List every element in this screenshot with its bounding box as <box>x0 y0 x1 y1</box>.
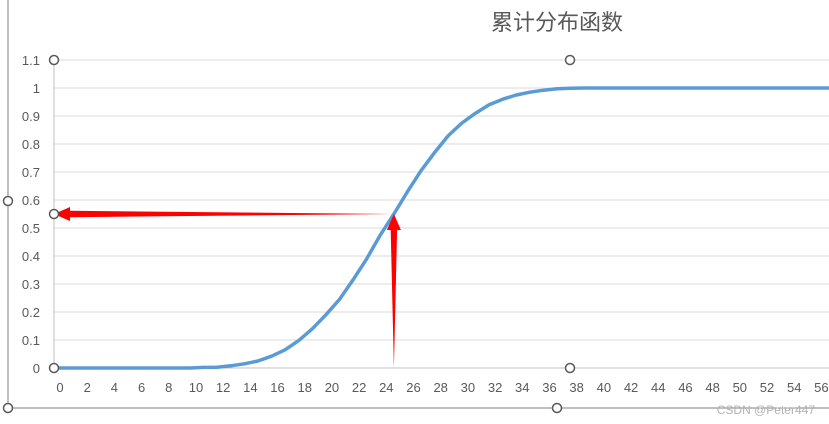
chart-title: 累计分布函数 <box>491 11 623 36</box>
resize-handle[interactable] <box>2 402 14 414</box>
resize-handle[interactable] <box>2 195 14 207</box>
y-tick-label: 0 <box>33 361 40 376</box>
cdf-series-line <box>52 86 829 370</box>
y-tick-label: 0.6 <box>22 193 40 208</box>
x-tick-label: 0 <box>56 380 63 395</box>
x-tick-label: 14 <box>243 380 257 395</box>
x-tick-label: 26 <box>406 380 420 395</box>
y-tick-label: 0.8 <box>22 137 40 152</box>
chart-frame <box>7 0 829 410</box>
x-tick-label: 2 <box>84 380 91 395</box>
y-tick-label: 0.7 <box>22 165 40 180</box>
x-tick-label: 12 <box>216 380 230 395</box>
red-arrow-vertical <box>386 214 401 368</box>
x-tick-label: 46 <box>678 380 692 395</box>
y-tick-label: 0.3 <box>22 277 40 292</box>
x-tick-label: 28 <box>433 380 447 395</box>
y-tick-label: 0.5 <box>22 221 40 236</box>
x-tick-label: 38 <box>569 380 583 395</box>
resize-handle[interactable] <box>48 362 60 374</box>
watermark: CSDN @Peter447 <box>717 403 816 417</box>
x-tick-label: 10 <box>189 380 203 395</box>
x-tick-labels: 0 2 4 6 8 10 12 14 16 18 20 22 24 26 28 30 32 34 36 38 40 42 4… <box>56 380 828 395</box>
x-tick-label: 30 <box>461 380 475 395</box>
x-tick-label: 18 <box>298 380 312 395</box>
y-tick-label: 0.2 <box>22 305 40 320</box>
x-tick-label: 42 <box>624 380 638 395</box>
x-tick-label: 16 <box>270 380 284 395</box>
y-tick-label: 1.1 <box>22 53 40 68</box>
x-tick-label: 24 <box>379 380 393 395</box>
arrow-annotations <box>54 207 401 368</box>
resize-handle[interactable] <box>564 362 576 374</box>
x-tick-label: 34 <box>515 380 529 395</box>
y-tick-labels: 0 0.1 0.2 0.3 0.4 0.5 0.6 0.7 0.8 0.9 1 1.1 <box>22 53 40 376</box>
y-tick-label: 0.1 <box>22 333 40 348</box>
x-tick-label: 56 <box>814 380 828 395</box>
series-layer <box>52 86 829 370</box>
y-tick-label: 1 <box>33 81 40 96</box>
y-tick-label: 0.9 <box>22 109 40 124</box>
x-tick-label: 50 <box>733 380 747 395</box>
x-tick-label: 36 <box>542 380 556 395</box>
x-tick-label: 40 <box>597 380 611 395</box>
x-tick-label: 6 <box>138 380 145 395</box>
x-tick-label: 22 <box>352 380 366 395</box>
y-tick-label: 0.4 <box>22 249 40 264</box>
x-tick-label: 52 <box>760 380 774 395</box>
red-arrow-horizontal <box>54 207 394 221</box>
x-tick-label: 48 <box>705 380 719 395</box>
resize-handle[interactable] <box>48 54 60 66</box>
x-tick-label: 54 <box>787 380 801 395</box>
x-tick-label: 4 <box>111 380 118 395</box>
x-tick-label: 8 <box>165 380 172 395</box>
selection-handles[interactable] <box>2 54 576 414</box>
resize-handle[interactable] <box>564 54 576 66</box>
resize-handle[interactable] <box>551 402 563 414</box>
resize-handle[interactable] <box>48 208 60 220</box>
x-tick-label: 32 <box>488 380 502 395</box>
x-tick-label: 44 <box>651 380 665 395</box>
x-tick-label: 20 <box>325 380 339 395</box>
